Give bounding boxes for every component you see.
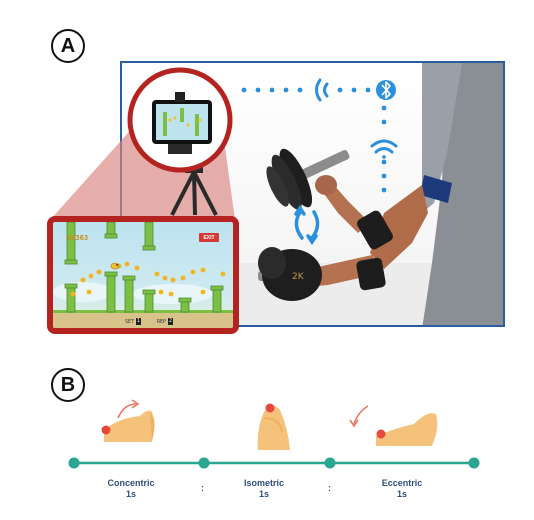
- phase-separator: :: [201, 483, 204, 493]
- bird-sprite: [110, 262, 120, 270]
- panel-label-b: B: [51, 368, 85, 402]
- timeline-node: [198, 457, 210, 469]
- signal-dotted-line: [241, 87, 387, 193]
- score-counter: 00363: [67, 234, 89, 242]
- phone-zoom-circle: [127, 67, 233, 173]
- exit-button[interactable]: EXIT: [199, 233, 219, 242]
- phase-separator: :: [328, 483, 331, 493]
- concentric-arm-icon: [101, 399, 155, 442]
- bluetooth-icon: [376, 80, 396, 100]
- rep-counter: REP 2: [157, 318, 174, 325]
- game-screen: 00363 EXIT SET 1 REP 2: [47, 216, 239, 334]
- phase-isometric: Isometric 1s: [243, 478, 285, 499]
- isometric-arm-icon: [257, 403, 290, 450]
- dumbbell-weight-label: 2K: [292, 272, 305, 282]
- eccentric-arm-icon: [349, 405, 438, 446]
- panel-label-a: A: [51, 29, 85, 63]
- set-counter: SET 1: [125, 318, 142, 325]
- rotation-arrows-icon: [294, 204, 320, 246]
- timeline-node: [468, 457, 480, 469]
- phase-concentric: Concentric 1s: [107, 478, 155, 499]
- timeline-node: [68, 457, 80, 469]
- phase-timeline: [68, 457, 480, 469]
- phase-eccentric: Eccentric 1s: [381, 478, 423, 499]
- wifi-signal-icon: [370, 139, 398, 159]
- wave-signal-icon: [315, 78, 329, 102]
- timeline-node: [324, 457, 336, 469]
